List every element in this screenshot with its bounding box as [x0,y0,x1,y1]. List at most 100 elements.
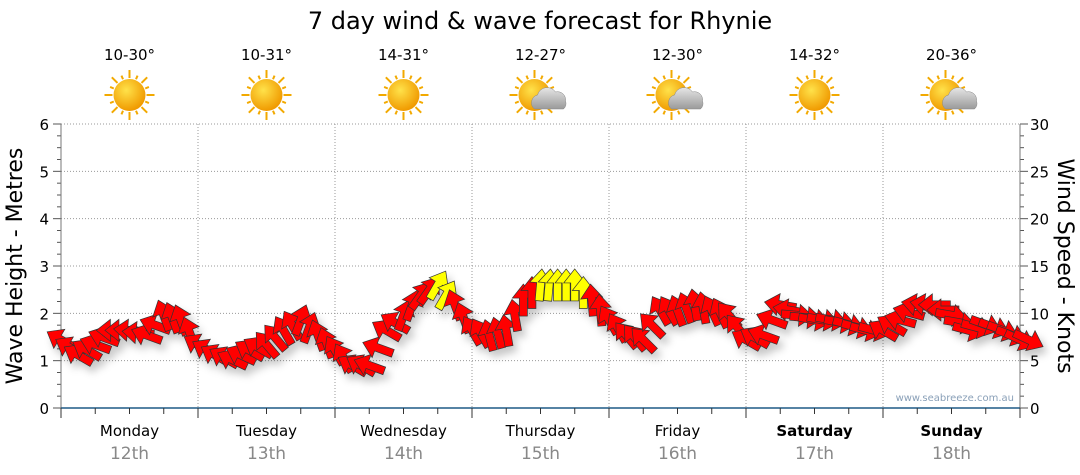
y-axis-label-right: Wind Speed - Knots [1052,158,1077,373]
sun-ray [277,76,285,84]
temperature-label: 20-36° [926,46,977,64]
date-label: 14th [384,444,423,464]
temperature-label: 12-30° [652,46,703,64]
sun-ray [662,110,666,115]
sun-ray [825,76,833,84]
sun-ray [516,106,524,114]
sun-ray [277,106,285,114]
day-label: Thursday [505,422,576,440]
temperature-label: 10-30° [104,46,155,64]
date-label: 16th [658,444,697,464]
date-label: 12th [110,444,149,464]
sun-ray [927,106,935,114]
sun-ray [120,75,124,80]
sun-ray [144,86,150,90]
sun-ray [936,75,940,80]
sun-ray [248,106,256,114]
sun-ray [677,110,681,115]
sun-ray [409,75,413,80]
y-tick-label-left: 3 [39,258,49,276]
sun-ray [140,76,148,84]
sun-ray [272,75,276,80]
temperature-label: 10-31° [241,46,292,64]
sun-ray [135,110,139,115]
partly-cloudy-icon [646,70,704,120]
y-axis-label-left: Wave Height - Metres [3,148,28,385]
sun-ray [246,86,252,90]
sun-ray [653,76,661,84]
sun-ray [540,110,544,115]
sun-icon [241,70,292,120]
wind-arrow [640,313,667,340]
sun-ray [109,86,115,90]
axes: 0 1 2 3 4 5 6 0 5 10 15 20 25 30 Monday 12th Tuesday 13th… [39,116,1049,464]
wind-arrows [46,268,1044,378]
y-tick-label-right: 30 [1030,116,1049,134]
y-tick-label-left: 2 [39,305,49,323]
sun-disc [113,79,146,111]
sun-ray [829,100,835,104]
sun-ray [248,76,256,84]
sun-ray [111,106,119,114]
y-tick-label-right: 0 [1030,400,1040,418]
watermark: www.seabreeze.com.au [896,393,1014,404]
y-tick-label-left: 0 [39,400,49,418]
sun-ray [385,76,393,84]
y-tick-label-right: 10 [1030,305,1049,323]
sun-ray [414,106,422,114]
sun-ray [525,110,529,115]
day-label: Saturday [776,422,853,440]
day-label: Wednesday [360,422,447,440]
sun-ray [246,100,252,104]
sun-disc [387,79,420,111]
sun-ray [925,86,931,90]
partly-cloudy-icon [509,70,567,120]
y-tick-label-right: 15 [1030,258,1049,276]
sun-ray [272,110,276,115]
sun-ray [525,75,529,80]
sun-ray [109,100,115,104]
sun-disc [250,79,283,111]
sun-ray [516,76,524,84]
sun-ray [796,76,804,84]
y-tick-label-left: 5 [39,163,49,181]
y-tick-label-left: 1 [39,353,49,371]
sun-ray [514,86,520,90]
sun-ray [925,100,931,104]
sun-ray [540,75,544,80]
sun-ray [653,106,661,114]
temperature-label: 14-31° [378,46,429,64]
sun-ray [820,75,824,80]
sun-ray [394,110,398,115]
sun-ray [651,100,657,104]
sun-ray [794,100,800,104]
wind-arrow [631,328,658,355]
y-tick-label-left: 4 [39,211,49,229]
y-tick-label-left: 6 [39,116,49,134]
sun-ray [682,76,690,84]
wind-arrow [380,311,412,335]
day-label: Sunday [920,422,983,440]
sun-ray [385,106,393,114]
sun-ray [281,86,287,90]
sun-ray [418,86,424,90]
sun-ray [257,110,261,115]
sun-ray [281,100,287,104]
cloud-shape [942,87,978,110]
day-label: Friday [655,422,701,440]
sun-ray [135,75,139,80]
sun-ray [651,86,657,90]
sun-ray [409,110,413,115]
sun-ray [956,76,964,84]
sun-icon [378,70,429,120]
y-tick-label-right: 20 [1030,211,1049,229]
cloud-shape [531,87,567,110]
day-label: Tuesday [235,422,297,440]
sun-ray [796,106,804,114]
y-tick-label-right: 25 [1030,163,1049,181]
date-label: 17th [795,444,834,464]
sun-ray [794,86,800,90]
sun-ray [514,100,520,104]
